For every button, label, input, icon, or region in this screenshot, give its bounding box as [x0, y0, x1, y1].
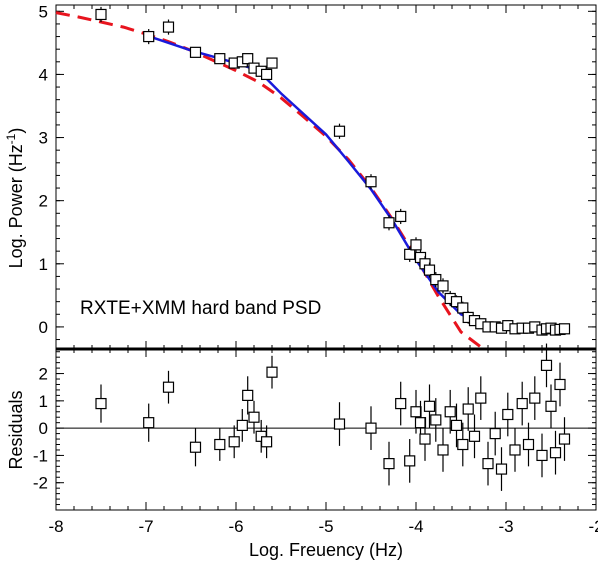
- res-point: [462, 403, 474, 415]
- res-point: [549, 447, 562, 459]
- res-point: [509, 444, 521, 456]
- res-point: [450, 419, 463, 432]
- psd-ytick-label: 1: [39, 255, 48, 274]
- res-point: [248, 411, 260, 423]
- residuals-ylabel: Residuals: [6, 390, 26, 469]
- res-point: [143, 417, 155, 429]
- xtick-label: -7: [138, 517, 153, 536]
- res-point: [414, 417, 427, 429]
- model-line-solid: [145, 34, 565, 332]
- res-point: [404, 455, 416, 467]
- xtick-label: -6: [228, 517, 243, 536]
- psd-point: [214, 53, 226, 65]
- res-point: [529, 392, 541, 404]
- psd-ylabel-sup: -1: [4, 133, 18, 144]
- psd-point: [365, 176, 377, 188]
- res-point: [228, 436, 240, 448]
- residuals-ytick-labels: -2 -1 0 1 2: [33, 365, 48, 493]
- residuals-xtick-labels: -8 -7 -6 -5 -4 -3 -2: [48, 517, 598, 536]
- psd-data-points: [95, 6, 571, 336]
- res-point: [419, 433, 431, 445]
- res-ytick-label: -1: [33, 446, 48, 465]
- psd-point: [242, 53, 254, 65]
- residuals-ticks: [55, 349, 597, 510]
- psd-point: [395, 210, 407, 223]
- res-ytick-label: 0: [39, 419, 48, 438]
- res-point: [236, 419, 248, 432]
- psd-point: [430, 273, 442, 286]
- res-point: [162, 381, 175, 393]
- psd-point: [558, 323, 571, 335]
- psd-point: [266, 57, 278, 69]
- res-point: [522, 438, 535, 451]
- res-ytick-label: 1: [39, 392, 48, 411]
- psd-panel: 0 1 2 3 4 5 RXTE+XMM hard band PSD Log. Power…: [4, 2, 597, 351]
- psd-point: [383, 217, 395, 229]
- res-point: [468, 430, 481, 442]
- res-point: [333, 418, 346, 430]
- psd-annotation: RXTE+XMM hard band PSD: [80, 298, 321, 319]
- psd-point: [189, 46, 202, 58]
- psd-point: [162, 21, 175, 33]
- psd-point: [404, 248, 416, 260]
- res-point: [266, 366, 278, 378]
- res-point: [554, 378, 566, 391]
- psd-point: [261, 68, 273, 81]
- xtick-label: -5: [318, 517, 333, 536]
- psd-ytick-label: 4: [39, 65, 48, 84]
- res-point: [395, 397, 407, 410]
- res-point: [95, 397, 107, 410]
- res-point: [365, 422, 377, 434]
- psd-point: [410, 239, 422, 251]
- res-point: [540, 359, 553, 371]
- res-point: [410, 406, 422, 418]
- res-point: [516, 397, 528, 410]
- psd-ylabel-main: Log. Power (Hz: [6, 144, 26, 268]
- res-point: [495, 463, 508, 475]
- res-point: [383, 458, 395, 470]
- psd-point: [450, 296, 463, 308]
- xtick-label: -8: [48, 517, 63, 536]
- res-point: [430, 414, 442, 426]
- res-point: [558, 433, 571, 445]
- res-ytick-label: 2: [39, 365, 48, 384]
- psd-ytick-label: 5: [39, 2, 48, 21]
- res-point: [475, 392, 487, 404]
- res-point: [482, 458, 494, 470]
- res-point: [242, 389, 254, 401]
- res-point: [502, 408, 514, 421]
- xtick-label: -4: [408, 517, 423, 536]
- res-point: [489, 427, 501, 440]
- res-point: [423, 400, 436, 412]
- psd-ylabel-close: ): [6, 128, 26, 134]
- psd-point: [333, 125, 346, 137]
- psd-ytick-label: 0: [39, 318, 48, 337]
- xtick-label: -3: [498, 517, 513, 536]
- res-point: [545, 400, 557, 412]
- psd-point: [423, 264, 436, 276]
- residuals-panel: -2 -1 0 1 2 -8 -7 -6 -5 -4 -3 -2 Residuals Log. Fr…: [6, 343, 598, 560]
- res-ytick-label: -2: [33, 474, 48, 493]
- res-point: [444, 406, 456, 418]
- res-point: [214, 438, 226, 451]
- residuals-data-points: [95, 343, 571, 491]
- psd-ytick-label: 3: [39, 129, 48, 148]
- res-point: [457, 438, 469, 451]
- xtick-label: -2: [588, 517, 598, 536]
- psd-ticks: [55, 5, 597, 349]
- psd-ytick-labels: 0 1 2 3 4 5: [39, 2, 48, 337]
- psd-ytick-label: 2: [39, 192, 48, 211]
- psd-ylabel: Log. Power (Hz-1): [4, 128, 26, 269]
- psd-point: [437, 280, 449, 292]
- psd-point: [143, 30, 155, 43]
- res-point: [437, 444, 449, 456]
- res-point: [536, 449, 548, 462]
- psd-point: [457, 302, 469, 314]
- psd-point: [95, 8, 107, 21]
- x-axis-label: Log. Freuency (Hz): [249, 540, 403, 560]
- res-point: [189, 441, 202, 453]
- res-point: [261, 436, 273, 448]
